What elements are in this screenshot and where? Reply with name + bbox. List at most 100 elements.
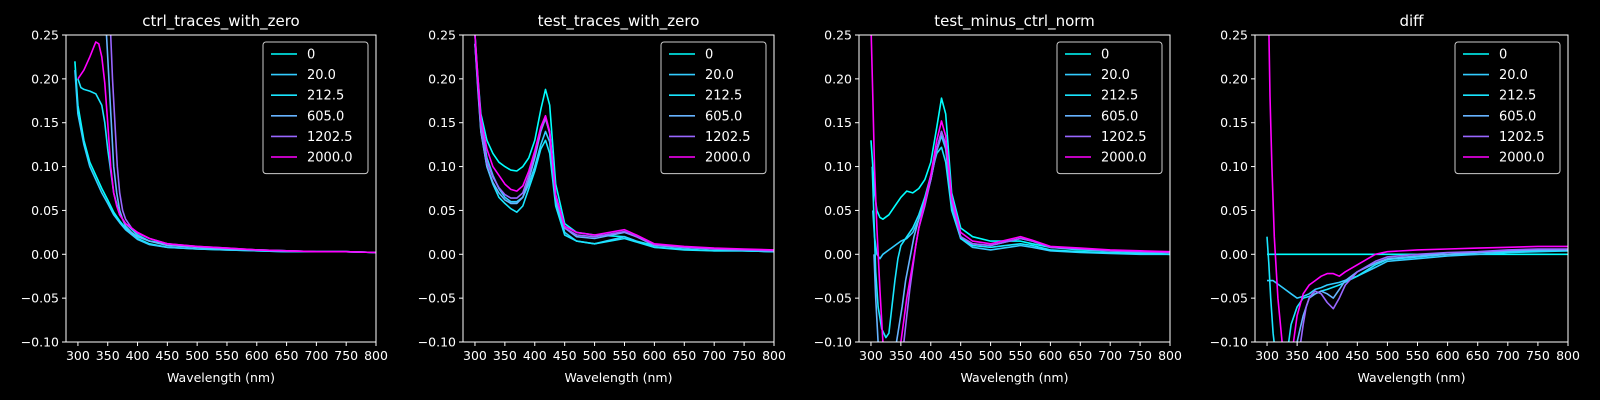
y-tick-label: 0.10 [824,159,852,174]
x-tick-label: 450 [1345,348,1369,363]
y-tick-label: 0.20 [428,71,456,86]
x-tick-label: 750 [1526,348,1550,363]
x-tick-label: 350 [1285,348,1309,363]
x-tick-label: 700 [1496,348,1520,363]
x-tick-label: 500 [1375,348,1399,363]
x-tick-label: 650 [275,348,299,363]
x-tick-label: 550 [1406,348,1430,363]
x-tick-label: 600 [642,348,666,363]
x-tick-label: 800 [1158,348,1182,363]
x-tick-label: 450 [155,348,179,363]
axes-frame [858,34,1171,343]
chart-panel-4: 300 350 400 450 500 550 600 650 700 750 800 −0.10 −0… [1210,12,1580,385]
legend-label: 2000.0 [307,151,353,166]
chart-title: diff [1399,12,1424,30]
series-line-212.5 [474,35,774,253]
series-line-212.5 [871,146,1170,339]
chart-title: test_traces_with_zero [538,12,700,31]
y-tick-label: 0.25 [824,28,852,43]
plot-area [870,35,1170,342]
x-tick-label: 800 [364,348,388,363]
legend: 0 20.0 212.5 605.0 1202.5 2000.0 [262,41,369,175]
series-line-1202.5 [1299,248,1568,342]
y-tick-label: 0.00 [1220,247,1248,262]
x-tick-label: 550 [215,348,239,363]
x-tick-label: 700 [1098,348,1122,363]
legend-label: 212.5 [1499,89,1536,104]
y-tick-label: −0.10 [418,335,456,350]
legend-label: 1202.5 [1499,130,1545,145]
x-axis-label: Wavelength (nm) [961,370,1069,385]
y-tick-label: 0.10 [31,159,59,174]
x-tick-label: 800 [762,348,786,363]
plot-area [74,35,376,254]
chart-panel-3: 300 350 400 450 500 550 600 650 700 750 800 −0.10 −0… [814,12,1182,385]
legend-label: 605.0 [307,109,344,124]
x-tick-label: 400 [523,348,547,363]
y-tick-label: 0.20 [824,71,852,86]
y-tick-label: 0.10 [1220,159,1248,174]
plot-area [1266,35,1568,342]
chart-panel-2: 300 350 400 450 500 550 600 650 700 750 800 −0.10 −0… [418,12,786,385]
y-tick-label: 0.00 [824,247,852,262]
x-tick-label: 300 [66,348,90,363]
y-tick-label: 0.15 [31,115,59,130]
x-tick-label: 650 [1466,348,1490,363]
legend-label: 212.5 [307,89,344,104]
y-tick-label: 0.25 [428,28,456,43]
legend-label: 20.0 [1101,68,1130,83]
y-tick-label: −0.05 [814,291,852,306]
y-tick-label: 0.20 [31,71,59,86]
axes-frame [462,34,775,343]
y-tick-label: 0.00 [31,247,59,262]
series-line-20.0 [74,70,376,254]
y-tick-label: 0.20 [1220,71,1248,86]
x-tick-label: 800 [1556,348,1580,363]
y-tick-label: 0.25 [1220,28,1248,43]
x-tick-label: 750 [1128,348,1152,363]
chart-panel-1: 300 350 400 450 500 550 600 650 700 750 800 −0.10 −0… [21,12,388,385]
series-line-0 [870,97,1170,256]
x-axis-label: Wavelength (nm) [167,370,275,385]
legend-label: 2000.0 [705,151,751,166]
legend-label: 2000.0 [1101,151,1147,166]
x-tick-label: 650 [1068,348,1092,363]
series-line-2000.0 [474,35,774,251]
x-tick-label: 350 [493,348,517,363]
x-tick-label: 400 [1315,348,1339,363]
axes-frame [65,34,377,343]
y-tick-label: −0.10 [1210,335,1248,350]
x-axis-label: Wavelength (nm) [1358,370,1466,385]
x-tick-label: 350 [889,348,913,363]
legend-label: 1202.5 [1101,130,1147,145]
legend-label: 212.5 [1101,89,1138,104]
x-tick-label: 750 [334,348,358,363]
legend-label: 20.0 [705,68,734,83]
y-tick-label: −0.10 [21,335,59,350]
y-tick-label: 0.00 [428,247,456,262]
legend-label: 605.0 [705,109,742,124]
x-tick-label: 600 [1436,348,1460,363]
y-tick-label: 0.05 [428,203,456,218]
y-tick-label: 0.15 [1220,115,1248,130]
y-tick-label: −0.05 [1210,291,1248,306]
series-line-2000.0 [870,35,1170,342]
legend-label: 20.0 [1499,68,1528,83]
x-tick-label: 300 [1255,348,1279,363]
y-tick-label: 0.15 [824,115,852,130]
y-tick-label: 0.05 [1220,203,1248,218]
x-tick-label: 300 [463,348,487,363]
legend-label: 1202.5 [307,130,353,145]
axes-frame [1254,34,1569,343]
series-line-1202.5 [903,130,1170,342]
series-line-2000.0 [77,41,376,254]
series-line-20.0 [1267,250,1568,299]
legend-label: 605.0 [1101,109,1138,124]
x-tick-label: 500 [979,348,1003,363]
legend-label: 20.0 [307,68,336,83]
legend: 0 20.0 212.5 605.0 1202.5 2000.0 [1056,41,1163,175]
legend-label: 2000.0 [1499,151,1545,166]
y-tick-label: −0.05 [21,291,59,306]
